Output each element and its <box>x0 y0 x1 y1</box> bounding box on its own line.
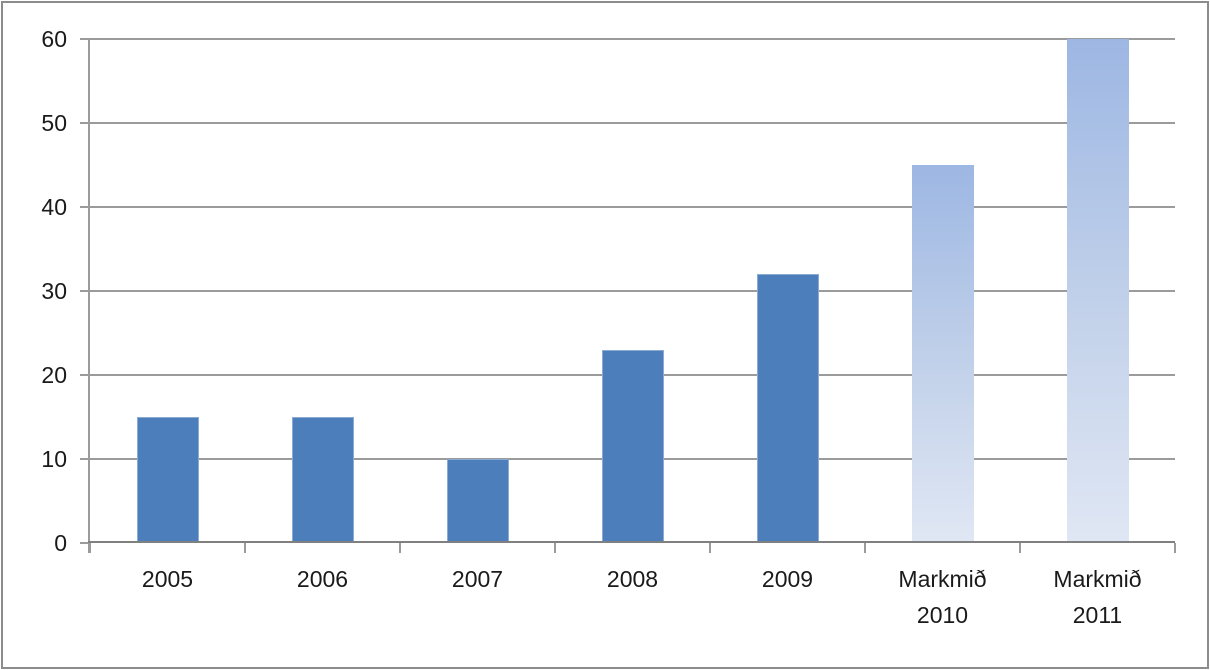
y-axis-tick-label: 60 <box>41 26 67 52</box>
x-tick-mark <box>864 543 866 553</box>
x-tick-mark <box>89 543 91 553</box>
x-axis-category-label: Markmið 2011 <box>1053 566 1142 628</box>
y-axis-tick-label: 0 <box>54 530 67 556</box>
x-axis-labels: 2005 2006 2007 2008 2009 Markmið 2010 Markmið … <box>90 561 1175 657</box>
x-axis-category-label: 2009 <box>761 566 814 592</box>
gridline <box>90 290 1175 292</box>
y-axis-tick-label: 20 <box>41 362 67 388</box>
y-tick-mark <box>80 122 90 124</box>
y-axis-tick-label: 30 <box>41 278 67 304</box>
gridline <box>90 206 1175 208</box>
y-tick-mark <box>80 374 90 376</box>
y-tick-mark <box>80 458 90 460</box>
y-tick-mark <box>80 38 90 40</box>
plot-area <box>80 38 1176 553</box>
y-axis-tick-label: 40 <box>41 194 67 220</box>
x-axis-category-label: 2006 <box>296 566 349 592</box>
x-axis-category-label: 2008 <box>606 566 659 592</box>
x-tick-mark <box>554 543 556 553</box>
x-axis-category-label: Markmið 2010 <box>898 566 987 628</box>
bar-markmið-2011 <box>1066 39 1129 543</box>
gridline <box>90 38 1175 40</box>
x-axis-line <box>88 541 1175 543</box>
x-tick-mark <box>399 543 401 553</box>
x-tick-mark <box>1174 543 1176 553</box>
y-tick-mark <box>80 542 90 544</box>
bar-2007 <box>446 459 509 543</box>
y-tick-mark <box>80 206 90 208</box>
x-tick-mark <box>244 543 246 553</box>
x-tick-mark <box>709 543 711 553</box>
y-tick-mark <box>80 290 90 292</box>
x-axis-category-label: 2007 <box>451 566 504 592</box>
x-axis-category-label: 2005 <box>141 566 194 592</box>
y-axis-tick-label: 50 <box>41 110 67 136</box>
bar-2009 <box>756 274 819 543</box>
bar-2006 <box>291 417 354 543</box>
x-tick-mark <box>1019 543 1021 553</box>
gridline <box>90 122 1175 124</box>
y-axis-line <box>88 39 90 553</box>
y-axis-tick-label: 10 <box>41 446 67 472</box>
bar-2008 <box>601 349 664 543</box>
bar-2005 <box>136 417 199 543</box>
bar-markmið-2010 <box>911 165 974 543</box>
